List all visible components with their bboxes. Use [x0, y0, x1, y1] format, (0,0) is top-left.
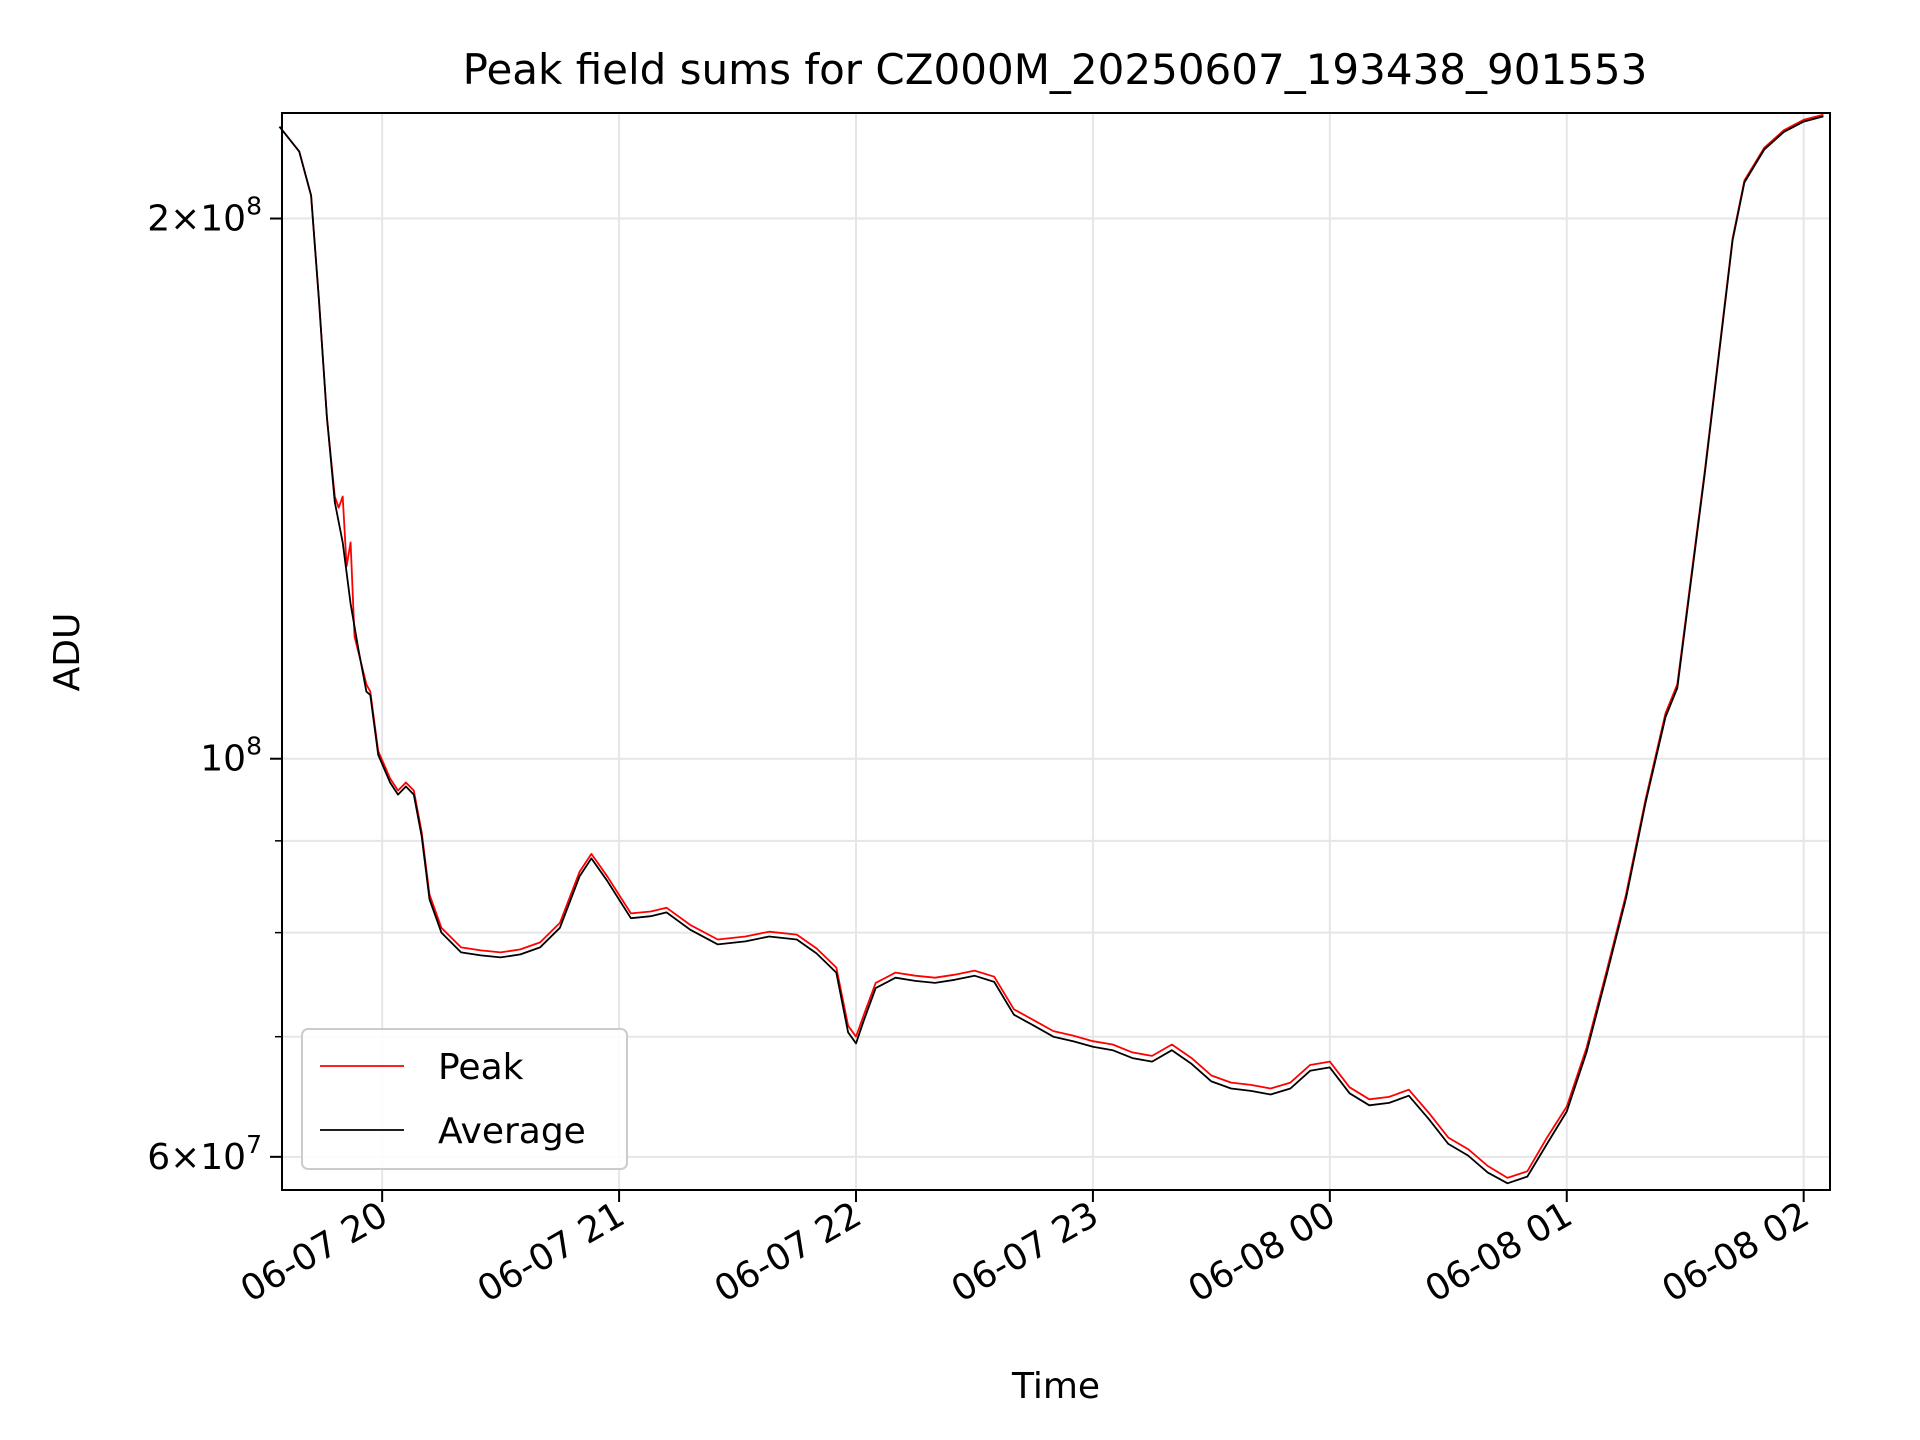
legend: Peak Average — [301, 1028, 628, 1170]
y-tick-label: 108 — [200, 732, 262, 780]
legend-box — [301, 1028, 628, 1170]
y-axis-label: ADU — [47, 613, 88, 692]
x-axis-label: Time — [1011, 1366, 1100, 1407]
legend-label-peak: Peak — [438, 1047, 524, 1088]
y-tick-label: 2×108 — [147, 192, 262, 240]
series-line-peak — [278, 113, 1824, 1179]
y-tick-label: 6×107 — [147, 1130, 262, 1178]
series-line-average — [278, 115, 1824, 1185]
y-axis: 6×107 108 2×108 — [147, 192, 282, 1178]
series-layer — [278, 113, 1824, 1185]
chart-title: Peak field sums for CZ000M_20250607_1934… — [463, 45, 1648, 94]
legend-label-average: Average — [438, 1111, 586, 1152]
plot-frame — [281, 112, 1831, 1191]
